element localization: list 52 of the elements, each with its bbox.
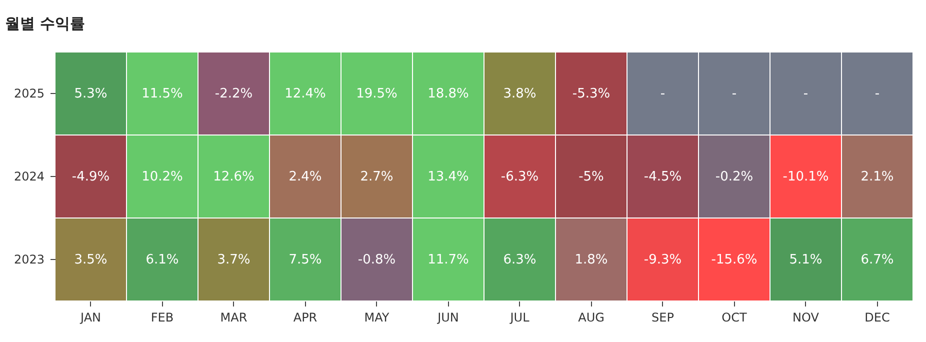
x-tick-label: OCT — [722, 310, 748, 324]
data-label: -4.9% — [72, 170, 110, 184]
x-tick-label: MAY — [364, 310, 390, 324]
x-tick-label: JAN — [79, 310, 102, 324]
data-label: -10.1% — [782, 170, 829, 184]
data-label: 6.3% — [503, 252, 536, 268]
x-tick-label: FEB — [150, 310, 174, 324]
data-label: 3.7% — [217, 252, 250, 268]
data-label: -15.6% — [711, 252, 758, 268]
data-label: 2.7% — [360, 170, 394, 184]
data-label: -6.3% — [500, 170, 539, 184]
data-label: 19.5% — [356, 86, 398, 102]
chart-title: 월별 수익률 — [5, 14, 86, 32]
data-label: 11.7% — [428, 252, 469, 268]
data-label: -0.8% — [358, 252, 396, 268]
y-tick-label: 2023 — [14, 252, 44, 266]
data-label: 5.3% — [74, 86, 108, 102]
data-label: 2.4% — [288, 170, 322, 184]
data-label: 11.5% — [142, 86, 183, 102]
x-tick-label: DEC — [864, 310, 890, 324]
data-label: 18.8% — [428, 86, 469, 102]
data-label: -0.2% — [715, 170, 754, 184]
text: - — [732, 86, 737, 102]
x-tick-label: NOV — [792, 310, 820, 324]
x-tick-label: JUN — [436, 310, 459, 324]
data-label: 6.7% — [860, 252, 894, 268]
data-label: -5% — [578, 170, 604, 184]
x-tick-label: SEP — [652, 310, 674, 324]
data-label: 2.1% — [860, 170, 894, 184]
data-label: 10.2% — [142, 170, 183, 184]
x-tick-label: AUG — [578, 310, 604, 324]
data-label: 12.6% — [213, 170, 254, 184]
data-label: 6.1% — [146, 252, 179, 268]
data-label: 7.5% — [288, 252, 322, 268]
data-label: 12.4% — [284, 86, 326, 102]
x-tick-label: JUL — [509, 310, 530, 324]
text: - — [803, 86, 808, 102]
data-label: -2.2% — [214, 86, 253, 102]
data-label: 1.8% — [574, 252, 608, 268]
data-label: -4.5% — [644, 170, 682, 184]
y-tick-label: 2024 — [14, 170, 44, 184]
y-tick-label: 2025 — [14, 86, 44, 100]
data-label: 13.4% — [428, 170, 469, 184]
x-tick-label: APR — [293, 310, 318, 324]
text: - — [874, 86, 880, 102]
data-label: 3.8% — [503, 86, 536, 102]
data-label: 3.5% — [74, 252, 108, 268]
x-tick-label: MAR — [220, 310, 248, 324]
data-label: 5.1% — [789, 252, 822, 268]
data-label: -9.3% — [644, 252, 682, 268]
text: - — [660, 86, 666, 102]
data-label: -5.3% — [572, 86, 610, 102]
